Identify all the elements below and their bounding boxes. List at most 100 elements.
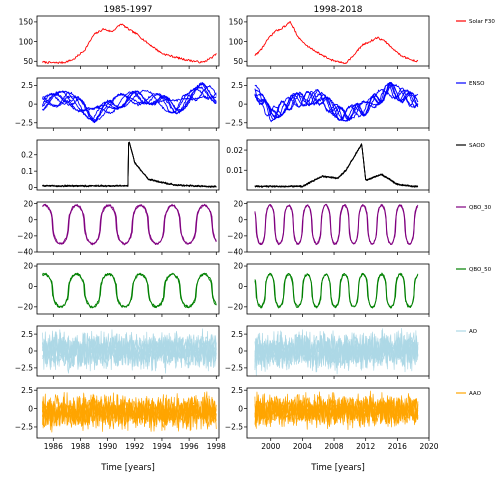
series-line-enso	[42, 83, 217, 120]
panel-frame	[246, 77, 430, 129]
panel-frame	[36, 201, 220, 253]
y-tick-label: 150	[19, 18, 34, 27]
series-line-saod	[254, 144, 418, 188]
legend-label: QBO_50	[469, 267, 492, 273]
y-tick-label: 0	[28, 100, 33, 109]
y-tick-label: 20	[23, 262, 33, 271]
panel-qbo_30-left: −40 −20 0 20	[17, 199, 220, 257]
series-line-saod	[42, 141, 217, 188]
x-tick-label: 1988	[71, 442, 90, 451]
legend-qbo_50: QBO_50	[456, 267, 492, 273]
y-tick-label: −20	[17, 232, 33, 241]
series-line-saod	[42, 142, 217, 188]
series-line-qbo_50	[254, 272, 419, 309]
legend-enso: ENSO	[456, 81, 485, 87]
series-line-qbo_30	[42, 203, 217, 245]
legend-aao: AAO	[456, 391, 482, 397]
series-line-saod	[42, 141, 217, 188]
x-tick-label: 1998	[207, 442, 226, 451]
column-title-left: 1985-1997	[103, 5, 152, 15]
x-tick-label: 1992	[125, 442, 144, 451]
series-line-enso	[254, 81, 419, 121]
x-tick-label: 2020	[419, 442, 438, 451]
panel-frame	[36, 263, 220, 315]
y-tick-label: 0	[28, 404, 33, 413]
y-tick-label: 2.5	[21, 386, 33, 395]
panel-frame	[36, 77, 220, 129]
x-tick-label: 2000	[261, 442, 280, 451]
x-tick-label: 1990	[98, 442, 117, 451]
y-tick-label: 100	[229, 37, 244, 46]
panel-qbo_30-right: −40 −20 0 20	[227, 199, 430, 257]
series-line-qbo_50	[42, 272, 217, 309]
y-tick-label: −2.5	[225, 423, 243, 432]
series-line-solar-f30	[254, 21, 419, 65]
panel-enso-right: −2.5 0 2.5	[225, 77, 430, 131]
panel-frame	[246, 139, 430, 191]
y-tick-label: 2.5	[231, 386, 243, 395]
legend-label: SAOD	[469, 143, 485, 149]
panel-solar-f30-left: 50 100 150	[19, 15, 220, 69]
x-tick-label: 2016	[388, 442, 407, 451]
y-tick-label: 0.02	[226, 146, 243, 155]
panel-enso-left: −2.5 0 2.5	[15, 77, 220, 131]
series-line-saod	[254, 143, 418, 188]
legend-label: Solar F30	[469, 19, 495, 25]
y-tick-label: 2.5	[21, 330, 33, 339]
y-tick-label: −2.5	[225, 364, 243, 373]
series-line-ao	[42, 331, 217, 374]
legend-saod: SAOD	[456, 143, 485, 149]
panel-solar-f30-right: 50 100 150	[229, 15, 430, 69]
y-tick-label: 0	[238, 347, 243, 356]
legend-label: QBO_30	[469, 205, 492, 211]
legend-qbo_30: QBO_30	[456, 205, 492, 211]
series-line-enso	[254, 82, 419, 121]
panel-frame	[246, 201, 430, 253]
legend-label: AAO	[469, 391, 482, 397]
y-tick-label: 50	[23, 57, 33, 66]
series-line-aao	[42, 393, 217, 432]
panel-frame	[36, 15, 220, 67]
y-tick-label: 0.01	[226, 166, 243, 175]
y-tick-label: 0.2	[21, 150, 33, 159]
panel-qbo_50-left: −20 0 20	[17, 262, 220, 317]
panel-ao-left: −2.5 0 2.5	[15, 325, 220, 379]
y-tick-label: 0	[28, 183, 33, 192]
panel-aao-right: −2.5 0 2.5 2000 2004 2008 2012 2016 2020	[225, 386, 439, 451]
panel-qbo_50-right: −20 0 20	[227, 262, 430, 317]
series-line-ao	[254, 329, 419, 373]
y-tick-label: 2.5	[21, 81, 33, 90]
legend-ao: AO	[456, 329, 478, 335]
y-tick-label: 20	[233, 262, 243, 271]
legend-solar-f30: Solar F30	[456, 19, 495, 25]
series-line-ao	[254, 330, 419, 375]
y-tick-label: 20	[233, 199, 243, 208]
legend-label: AO	[469, 329, 478, 335]
y-tick-label: 0	[238, 282, 243, 291]
panel-frame	[246, 15, 430, 67]
y-tick-label: 0	[238, 100, 243, 109]
y-tick-label: −20	[227, 232, 243, 241]
y-tick-label: 0	[238, 404, 243, 413]
y-tick-label: 0	[238, 215, 243, 224]
y-tick-label: −2.5	[225, 118, 243, 127]
series-line-ao	[42, 330, 217, 374]
y-tick-label: −20	[227, 303, 243, 312]
panel-frame	[246, 263, 430, 315]
x-axis-label-right: Time [years]	[310, 463, 365, 473]
x-tick-label: 2004	[293, 442, 312, 451]
y-tick-label: 0	[28, 215, 33, 224]
y-tick-label: −2.5	[15, 118, 33, 127]
y-tick-label: 0	[28, 282, 33, 291]
panel-ao-right: −2.5 0 2.5	[225, 325, 430, 379]
series-line-enso	[42, 90, 217, 122]
x-tick-label: 2012	[356, 442, 375, 451]
series-line-ao	[254, 329, 419, 371]
x-axis-label-left: Time [years]	[100, 463, 155, 473]
panel-aao-left: −2.5 0 2.5 1986 1988 1990 1992 1994 1996 1998	[15, 386, 226, 451]
panel-frame	[246, 387, 430, 439]
y-tick-label: 150	[229, 18, 244, 27]
y-tick-label: −40	[227, 248, 243, 257]
series-line-solar-f30	[42, 23, 217, 64]
y-tick-label: 100	[19, 37, 34, 46]
